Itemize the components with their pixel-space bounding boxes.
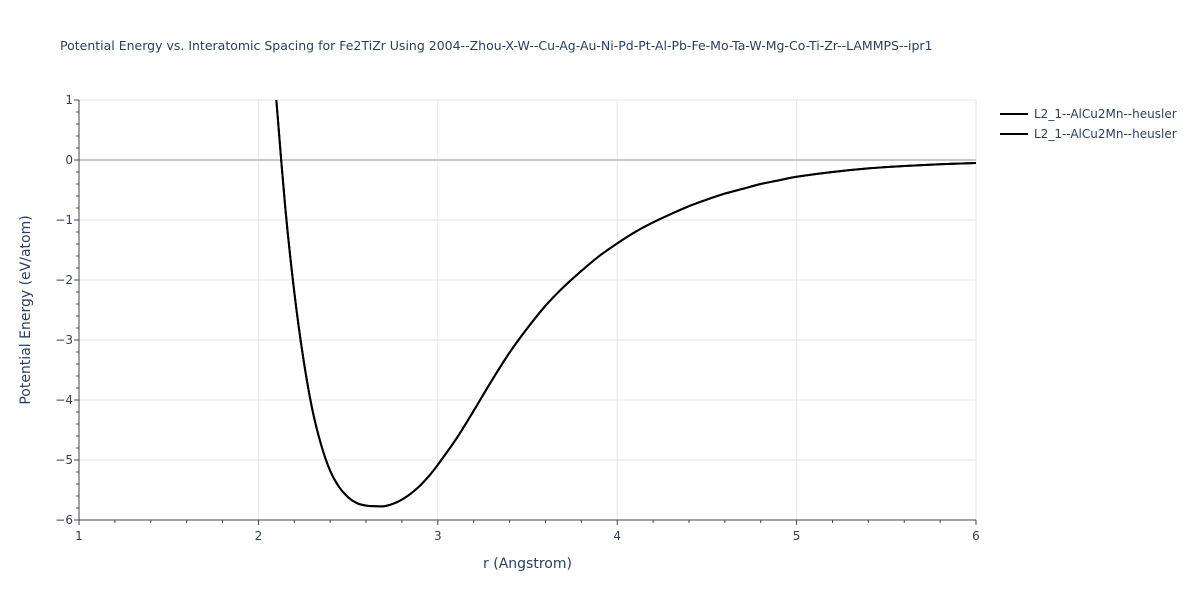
y-tick-label: −4 [55, 393, 73, 407]
legend[interactable]: L2_1--AlCu2Mn--heusler L2_1--AlCu2Mn--heu… [1000, 107, 1177, 141]
y-tick-label: −5 [55, 453, 73, 467]
series-layer [275, 99, 976, 508]
series-line [275, 99, 976, 508]
x-tick-label: 1 [75, 529, 83, 543]
chart-title: Potential Energy vs. Interatomic Spacing… [60, 38, 933, 53]
legend-label: L2_1--AlCu2Mn--heusler [1034, 107, 1177, 121]
axes: 1 2 3 4 5 6 1 0 −1 −2 −3 −4 −5 −6 [55, 93, 980, 543]
y-tick-label: −3 [55, 333, 73, 347]
legend-item[interactable]: L2_1--AlCu2Mn--heusler [1000, 127, 1177, 141]
x-tick-label: 5 [793, 529, 801, 543]
x-axis-title: r (Angstrom) [483, 556, 572, 572]
x-tick-label: 6 [972, 529, 980, 543]
y-tick-label: 1 [65, 93, 73, 107]
x-tick-label: 3 [434, 529, 442, 543]
y-tick-label: −1 [55, 213, 73, 227]
x-tick-label: 4 [613, 529, 621, 543]
x-tick-label: 2 [255, 529, 263, 543]
grid [79, 99, 977, 520]
y-axis-title: Potential Energy (eV/atom) [18, 215, 34, 404]
y-tick-label: 0 [65, 153, 73, 167]
y-tick-label: −2 [55, 273, 73, 287]
y-tick-label: −6 [55, 513, 73, 527]
legend-item[interactable]: L2_1--AlCu2Mn--heusler [1000, 107, 1177, 121]
legend-label: L2_1--AlCu2Mn--heusler [1034, 127, 1177, 141]
